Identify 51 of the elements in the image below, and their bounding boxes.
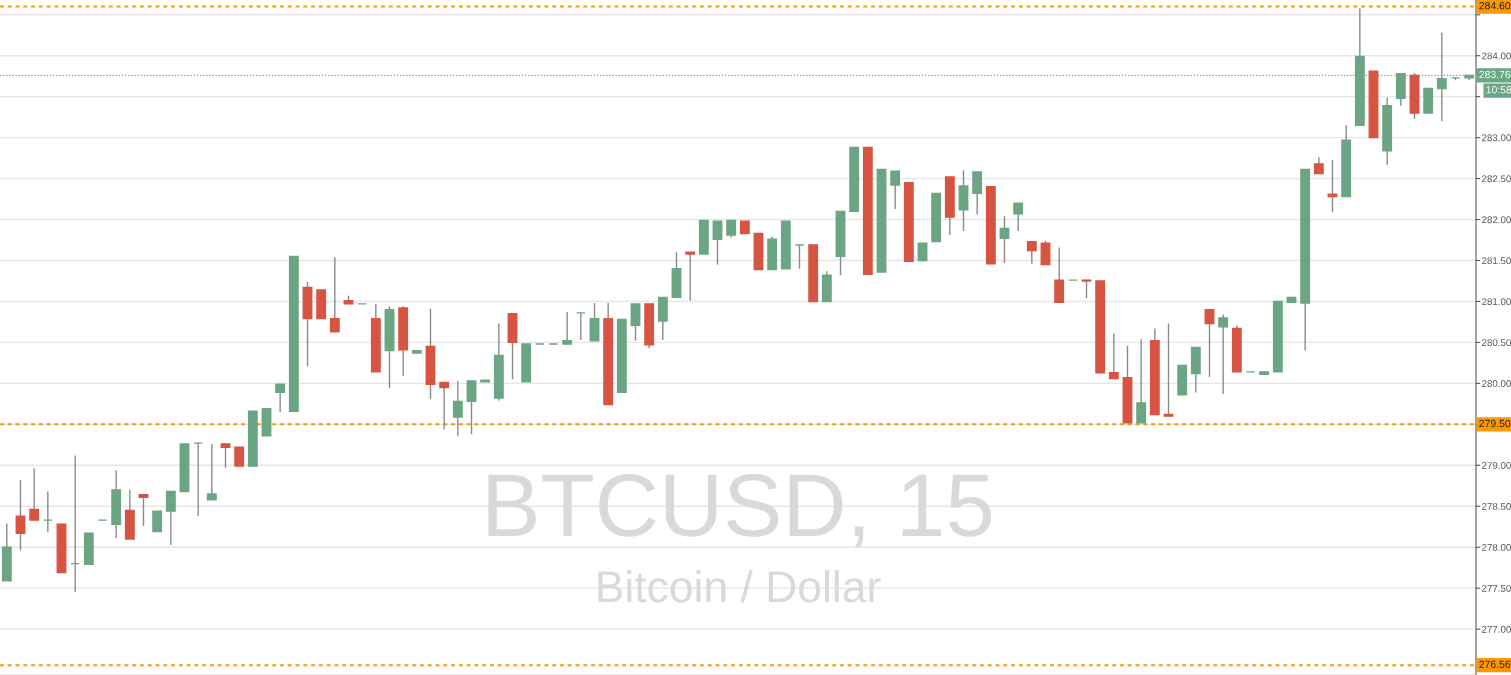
candlestick xyxy=(972,171,983,216)
y-tick-label: 283.00 xyxy=(1482,134,1511,142)
candlestick xyxy=(206,443,217,501)
candlestick xyxy=(15,479,26,552)
candlestick xyxy=(29,467,40,521)
candlestick xyxy=(999,215,1010,264)
ref-line-label: 276.56 xyxy=(1479,660,1511,668)
candlestick xyxy=(234,446,245,467)
text: 10:58 xyxy=(1486,86,1511,94)
candlestick xyxy=(1026,240,1037,265)
y-tick-label: 280.00 xyxy=(1482,380,1511,387)
y-tick-label: 279.00 xyxy=(1482,462,1511,469)
candlestick xyxy=(1218,313,1229,395)
y-tick-label: 281.00 xyxy=(1482,298,1511,306)
y-tick-label: 280.50 xyxy=(1482,339,1511,347)
y-tick-label: 277.00 xyxy=(1482,625,1511,633)
candlestick xyxy=(958,169,969,232)
candlestick xyxy=(1013,202,1024,232)
candlestick xyxy=(685,251,696,302)
candlestick xyxy=(329,256,340,333)
ref-line-label: 284.60 xyxy=(1479,1,1511,10)
y-tick-label: 278.00 xyxy=(1482,543,1511,551)
candlestick xyxy=(1081,279,1092,299)
candlestick xyxy=(439,381,450,430)
y-tick-label: 278.50 xyxy=(1482,502,1511,510)
candlestick xyxy=(562,311,573,345)
candlestick xyxy=(1108,332,1119,380)
y-tick-label: 282.00 xyxy=(1482,216,1511,224)
candlestick xyxy=(1136,338,1147,424)
ref-line-label: 283.76 xyxy=(1479,70,1511,79)
candlestick xyxy=(712,220,723,266)
y-tick-label: 277.50 xyxy=(1482,584,1511,592)
y-tick-label: 282.50 xyxy=(1482,175,1511,183)
y-tick-label: 281.50 xyxy=(1482,257,1511,265)
candlestick xyxy=(165,490,176,546)
ref-line-label: 279.50 xyxy=(1479,419,1511,428)
candlestick xyxy=(138,494,149,527)
candlestick xyxy=(589,302,600,342)
candlestick xyxy=(1327,159,1338,213)
candlestick xyxy=(890,170,901,210)
y-tick-label: 284.00 xyxy=(1482,52,1511,60)
candlestick xyxy=(152,510,163,533)
candlestick xyxy=(657,296,668,341)
candlestick xyxy=(1204,308,1215,378)
candlestick xyxy=(452,380,463,437)
candlestick xyxy=(1163,322,1174,417)
candlestick xyxy=(275,383,286,413)
candlestick xyxy=(1054,246,1065,303)
candlestick xyxy=(466,380,477,435)
candlestick xyxy=(630,303,641,342)
candlestick xyxy=(220,443,231,469)
